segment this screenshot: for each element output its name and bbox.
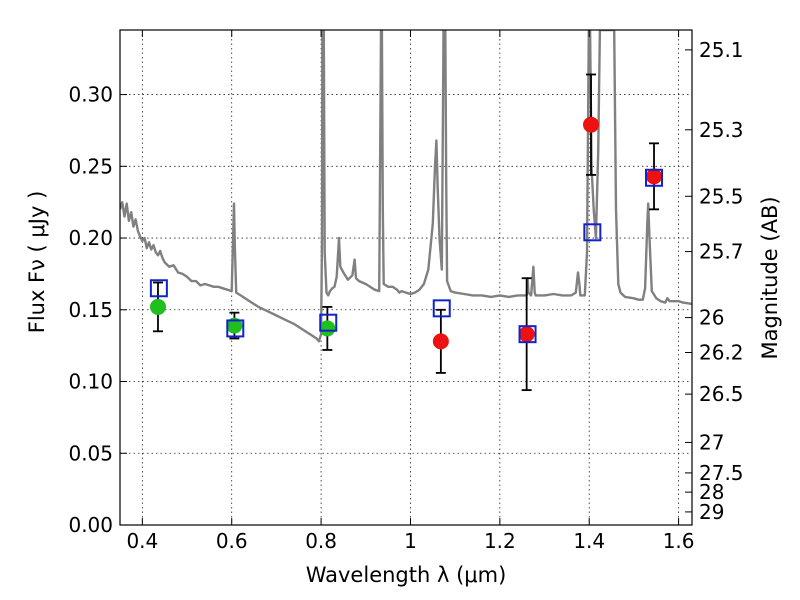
model-photometry-square [583, 223, 602, 242]
y-axis-label: Flux Fν ( μJy ) [25, 191, 49, 334]
mag-tick-label: 28 [699, 480, 724, 504]
data-point-green [149, 298, 166, 315]
markers-layer [149, 116, 664, 350]
x-tick-label: 1.4 [573, 529, 605, 553]
x-tick-label: 0.8 [305, 529, 337, 553]
model-spectrum-layer [120, 30, 692, 343]
mag-tick-label: 26.5 [699, 382, 744, 406]
y-axis-right-label: Magnitude (AB) [758, 196, 782, 359]
model-photometry-square [149, 279, 168, 298]
y-tick-label: 0.20 [68, 226, 113, 250]
y-tick-label: 0.10 [68, 370, 113, 394]
data-point-green [319, 320, 336, 337]
mag-tick-label: 25.5 [699, 184, 744, 208]
y-tick-label: 0.05 [68, 441, 113, 465]
errorbars-layer [152, 73, 660, 392]
mag-tick-label: 27 [699, 430, 724, 454]
model-photometry-square [645, 168, 664, 187]
mag-tick-label: 25.3 [699, 118, 744, 142]
x-tick-label: 0.4 [126, 529, 158, 553]
data-point-red [518, 326, 535, 343]
model-photometry-square [432, 299, 451, 318]
x-tick-label: 1.2 [484, 529, 516, 553]
y-tick-label: 0.00 [68, 513, 113, 537]
data-point-red [583, 116, 600, 133]
plot-frame [119, 29, 693, 526]
model-photometry-square [226, 319, 245, 338]
data-point-red [646, 168, 663, 185]
axis-ticks: 0.4 0.6 0.8 1 1.2 1.4 1.6 0.00 0.05 0.10 0.15 0.20 0… [68, 30, 744, 553]
mag-tick-label: 26.2 [699, 340, 744, 364]
mag-tick-label: 25.1 [699, 38, 744, 62]
y-tick-label: 0.25 [68, 154, 113, 178]
y-tick-label: 0.15 [68, 298, 113, 322]
model-photometry-square [518, 325, 537, 344]
x-tick-label: 1 [404, 529, 417, 553]
data-point-green [226, 317, 243, 334]
mag-tick-label: 29 [699, 500, 724, 524]
data-point-red [432, 333, 449, 350]
mag-tick-label: 25.7 [699, 240, 744, 264]
mag-tick-label: 27.5 [699, 461, 744, 485]
x-axis-label: Wavelength λ (μm) [306, 563, 507, 587]
model-photometry-square [319, 313, 338, 332]
mag-tick-label: 26 [699, 306, 724, 330]
y-tick-label: 0.30 [68, 83, 113, 107]
grid-lines [120, 30, 692, 526]
model-spectrum-line [120, 30, 692, 343]
x-tick-label: 0.6 [216, 529, 248, 553]
x-tick-label: 1.6 [663, 529, 695, 553]
